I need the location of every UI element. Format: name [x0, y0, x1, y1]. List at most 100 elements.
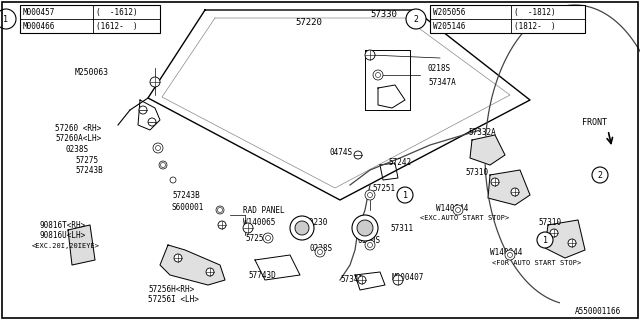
Circle shape — [352, 215, 378, 241]
Text: 57743D: 57743D — [248, 271, 276, 281]
Text: 2: 2 — [598, 171, 602, 180]
Text: A550001166: A550001166 — [575, 308, 621, 316]
Text: 90816T<RH>: 90816T<RH> — [40, 220, 86, 229]
Circle shape — [315, 247, 325, 257]
Text: M250063: M250063 — [75, 68, 109, 76]
Text: 57347A: 57347A — [428, 77, 456, 86]
Text: 90816U<LH>: 90816U<LH> — [40, 230, 86, 239]
Text: (1812-  ): (1812- ) — [514, 21, 556, 30]
Polygon shape — [160, 245, 225, 285]
Circle shape — [357, 220, 373, 236]
Text: 57275: 57275 — [75, 156, 98, 164]
Text: 1: 1 — [3, 14, 8, 23]
Text: 57310: 57310 — [465, 167, 488, 177]
Circle shape — [243, 223, 253, 233]
Circle shape — [367, 193, 372, 197]
Text: M000466: M000466 — [23, 21, 56, 30]
Text: W205146: W205146 — [433, 21, 465, 30]
Circle shape — [290, 216, 314, 240]
Circle shape — [317, 250, 323, 254]
Text: FRONT: FRONT — [582, 117, 607, 126]
Circle shape — [537, 232, 553, 248]
Circle shape — [511, 188, 519, 196]
Text: 57242: 57242 — [388, 157, 411, 166]
Circle shape — [216, 206, 224, 214]
Text: <EXC.20I,20IEYE>: <EXC.20I,20IEYE> — [32, 243, 100, 249]
Circle shape — [550, 229, 558, 237]
Text: 0218S: 0218S — [428, 63, 451, 73]
Text: 57220: 57220 — [295, 18, 322, 27]
Text: 57243B: 57243B — [75, 165, 103, 174]
Circle shape — [365, 240, 375, 250]
Text: 1: 1 — [543, 236, 547, 244]
Circle shape — [159, 161, 167, 169]
Text: M000407: M000407 — [392, 274, 424, 283]
Circle shape — [358, 276, 366, 284]
Text: 57256I <LH>: 57256I <LH> — [148, 295, 199, 305]
Text: 57260 <RH>: 57260 <RH> — [55, 124, 101, 132]
Text: <EXC.AUTO START STOP>: <EXC.AUTO START STOP> — [420, 215, 509, 221]
Circle shape — [397, 187, 413, 203]
Text: W205056: W205056 — [433, 7, 465, 17]
Text: 57251: 57251 — [372, 183, 395, 193]
Circle shape — [456, 207, 461, 212]
Text: 57256H<RH>: 57256H<RH> — [148, 285, 195, 294]
Text: W140044: W140044 — [436, 204, 468, 212]
Circle shape — [170, 177, 176, 183]
Text: 57260A<LH>: 57260A<LH> — [55, 133, 101, 142]
Circle shape — [156, 146, 161, 150]
Circle shape — [218, 207, 223, 212]
Text: RAD PANEL: RAD PANEL — [243, 205, 285, 214]
Text: W210230: W210230 — [295, 218, 328, 227]
Text: (  -1612): ( -1612) — [96, 7, 138, 17]
Circle shape — [295, 221, 309, 235]
Circle shape — [491, 178, 499, 186]
Text: 0100S: 0100S — [358, 236, 381, 244]
Text: 0238S: 0238S — [65, 145, 88, 154]
Polygon shape — [470, 135, 505, 165]
Circle shape — [354, 151, 362, 159]
Text: 2: 2 — [413, 14, 419, 23]
Polygon shape — [488, 170, 530, 205]
Circle shape — [139, 106, 147, 114]
Circle shape — [373, 70, 383, 80]
Circle shape — [393, 275, 403, 285]
Text: S600001: S600001 — [172, 203, 204, 212]
Circle shape — [150, 77, 160, 87]
Text: W140044: W140044 — [490, 247, 522, 257]
Circle shape — [266, 236, 271, 241]
Polygon shape — [545, 220, 585, 258]
Circle shape — [367, 243, 372, 247]
Text: 57255: 57255 — [245, 234, 268, 243]
Circle shape — [376, 73, 381, 77]
Polygon shape — [68, 225, 95, 265]
Circle shape — [505, 250, 515, 260]
Text: <FOR AUTO START STOP>: <FOR AUTO START STOP> — [492, 260, 581, 266]
Circle shape — [568, 239, 576, 247]
Text: 57341: 57341 — [340, 276, 363, 284]
Circle shape — [206, 268, 214, 276]
Text: W140065: W140065 — [243, 218, 275, 227]
Circle shape — [508, 252, 513, 258]
Circle shape — [406, 9, 426, 29]
Circle shape — [153, 143, 163, 153]
Circle shape — [174, 254, 182, 262]
Text: 57311: 57311 — [390, 223, 413, 233]
Bar — [20, 5, 160, 33]
Circle shape — [365, 190, 375, 200]
Text: M000457: M000457 — [23, 7, 56, 17]
Text: (1612-  ): (1612- ) — [96, 21, 138, 30]
Text: 57243B: 57243B — [172, 190, 200, 199]
Circle shape — [263, 233, 273, 243]
Bar — [430, 5, 585, 33]
Circle shape — [592, 167, 608, 183]
Text: 57332A: 57332A — [468, 127, 496, 137]
Circle shape — [365, 50, 375, 60]
Text: (  -1812): ( -1812) — [514, 7, 556, 17]
Text: 0474S: 0474S — [330, 148, 353, 156]
Circle shape — [161, 163, 166, 167]
Circle shape — [148, 118, 156, 126]
Circle shape — [0, 9, 16, 29]
Text: 57310: 57310 — [538, 218, 561, 227]
Text: 0238S: 0238S — [310, 244, 333, 252]
